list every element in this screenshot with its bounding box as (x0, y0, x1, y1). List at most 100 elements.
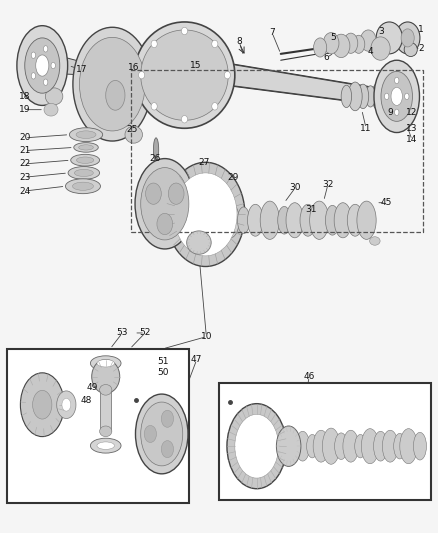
Text: 51: 51 (156, 357, 168, 366)
Ellipse shape (135, 394, 187, 474)
Ellipse shape (51, 62, 55, 69)
Text: 21: 21 (19, 146, 30, 155)
Ellipse shape (360, 429, 378, 464)
Text: 48: 48 (80, 396, 92, 405)
Ellipse shape (31, 52, 35, 59)
Ellipse shape (333, 203, 351, 238)
Ellipse shape (371, 83, 383, 110)
Ellipse shape (247, 204, 263, 236)
Ellipse shape (141, 167, 188, 240)
Text: 26: 26 (149, 154, 160, 163)
Ellipse shape (211, 40, 217, 47)
Ellipse shape (260, 201, 279, 239)
Ellipse shape (360, 30, 375, 51)
Ellipse shape (20, 373, 64, 437)
Ellipse shape (211, 102, 217, 110)
Ellipse shape (340, 85, 351, 108)
Text: 22: 22 (19, 159, 30, 168)
Ellipse shape (68, 166, 99, 179)
Ellipse shape (380, 71, 412, 122)
Ellipse shape (74, 169, 93, 176)
Ellipse shape (141, 30, 228, 120)
Ellipse shape (76, 131, 96, 139)
Ellipse shape (156, 213, 172, 235)
Text: 47: 47 (191, 355, 202, 364)
Ellipse shape (138, 71, 145, 79)
Text: 24: 24 (19, 187, 30, 196)
Text: 10: 10 (200, 332, 212, 341)
Ellipse shape (106, 80, 125, 110)
Ellipse shape (226, 403, 286, 489)
Ellipse shape (97, 442, 114, 449)
Text: 50: 50 (156, 368, 168, 377)
Ellipse shape (306, 434, 317, 458)
Text: 14: 14 (406, 135, 417, 144)
Ellipse shape (277, 206, 290, 234)
Ellipse shape (71, 155, 99, 166)
Ellipse shape (309, 201, 328, 239)
Ellipse shape (43, 79, 48, 85)
Ellipse shape (365, 86, 374, 107)
Polygon shape (232, 64, 376, 104)
Ellipse shape (399, 429, 417, 464)
Ellipse shape (347, 82, 361, 111)
Ellipse shape (92, 360, 120, 393)
Ellipse shape (373, 431, 387, 461)
Polygon shape (65, 58, 112, 76)
Ellipse shape (224, 71, 230, 79)
Ellipse shape (346, 204, 362, 236)
Ellipse shape (151, 102, 157, 110)
Text: 49: 49 (87, 383, 98, 392)
Text: 19: 19 (19, 105, 31, 114)
Ellipse shape (352, 35, 364, 53)
Ellipse shape (381, 430, 397, 462)
Ellipse shape (400, 29, 413, 47)
Ellipse shape (313, 38, 326, 57)
Ellipse shape (145, 183, 161, 204)
Text: 30: 30 (289, 183, 300, 192)
Ellipse shape (384, 93, 388, 100)
Ellipse shape (161, 441, 173, 458)
Ellipse shape (78, 145, 93, 150)
Ellipse shape (79, 37, 145, 131)
Text: 20: 20 (19, 133, 30, 142)
Ellipse shape (373, 60, 419, 133)
Ellipse shape (370, 37, 389, 60)
Ellipse shape (334, 433, 347, 459)
Text: 5: 5 (330, 34, 336, 43)
Ellipse shape (299, 204, 315, 236)
Ellipse shape (354, 434, 365, 458)
Ellipse shape (403, 43, 417, 56)
Text: 11: 11 (360, 124, 371, 133)
Ellipse shape (72, 182, 93, 190)
Text: 31: 31 (305, 205, 316, 214)
Text: 2: 2 (417, 44, 423, 53)
Ellipse shape (32, 390, 52, 419)
Text: 7: 7 (268, 28, 274, 37)
Ellipse shape (97, 360, 114, 367)
Text: 6: 6 (323, 53, 329, 62)
Ellipse shape (74, 143, 98, 152)
Ellipse shape (325, 205, 339, 235)
Text: 25: 25 (126, 125, 138, 134)
Ellipse shape (312, 430, 328, 462)
Ellipse shape (76, 157, 94, 164)
Text: 45: 45 (379, 198, 391, 207)
Text: 13: 13 (406, 124, 417, 133)
Ellipse shape (153, 138, 158, 161)
Text: 3: 3 (378, 27, 383, 36)
Text: 23: 23 (19, 173, 30, 182)
Ellipse shape (73, 27, 151, 141)
Text: 46: 46 (303, 372, 314, 381)
Ellipse shape (99, 384, 112, 395)
Text: 53: 53 (117, 328, 128, 337)
Ellipse shape (390, 87, 402, 106)
Ellipse shape (332, 34, 349, 58)
Ellipse shape (134, 22, 234, 128)
Ellipse shape (394, 77, 398, 84)
Ellipse shape (181, 27, 187, 35)
Ellipse shape (161, 410, 173, 427)
Ellipse shape (17, 26, 67, 106)
Ellipse shape (135, 159, 194, 249)
Text: 1: 1 (417, 26, 423, 35)
